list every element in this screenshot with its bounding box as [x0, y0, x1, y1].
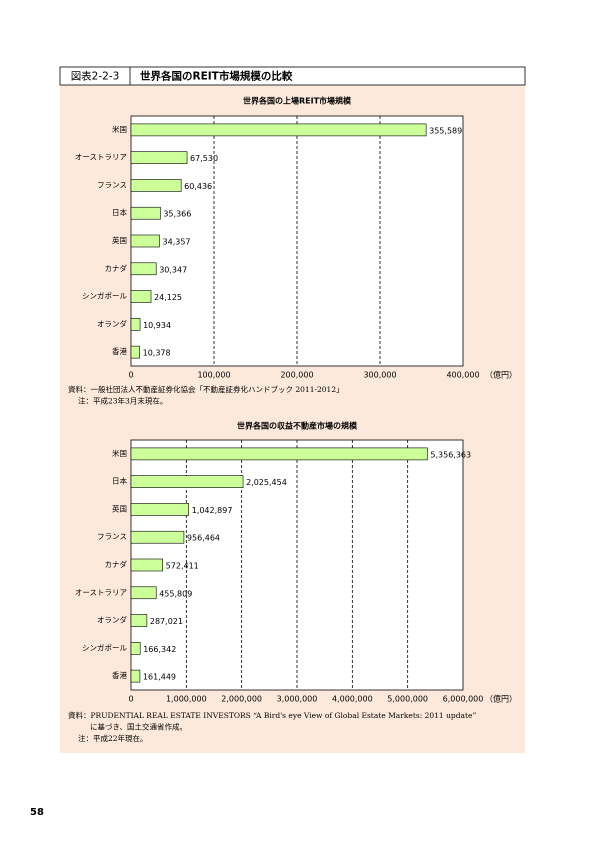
y-tick-label: 香港: [112, 670, 127, 680]
y-tick-label: シンガポール: [82, 642, 127, 652]
header-label: 図表2-2-3: [71, 70, 120, 83]
bar: [130, 530, 185, 544]
value-label: 24,125: [154, 293, 182, 302]
value-label: 355,589: [429, 126, 462, 135]
value-label: 1,042,897: [192, 506, 233, 515]
bar: [130, 503, 190, 516]
value-label: 60,436: [184, 182, 212, 191]
bar: [130, 318, 141, 331]
bar: [130, 290, 152, 303]
value-label: 166,342: [143, 645, 176, 654]
x-tick-label: 5,000,000: [387, 695, 428, 704]
x-tick-label: 1,000,000: [166, 695, 207, 704]
y-tick-label: 日本: [112, 476, 127, 486]
note: 資料：一般社団法人不動産証券化協会「不動産証券化ハンドブック 2011-2012…: [68, 384, 344, 394]
page-number: 58: [30, 807, 44, 818]
bar: [130, 614, 148, 627]
x-tick-label: 0: [128, 371, 133, 380]
y-tick-label: カナダ: [105, 263, 128, 273]
y-tick-label: 香港: [112, 346, 127, 356]
header-box: [59, 66, 526, 86]
value-label: 2,025,454: [246, 478, 287, 487]
value-label: 35,366: [163, 210, 191, 219]
header-title: 世界各国のREIT市場規模の比較: [140, 70, 293, 83]
note: 注：平成22年現在。: [78, 733, 148, 743]
bar: [130, 642, 141, 655]
y-tick-label: シンガポール: [82, 291, 127, 301]
y-tick-label: 日本: [112, 207, 127, 217]
chart-title: 世界各国の収益不動産市場の規模: [237, 421, 358, 431]
value-label: 10,934: [143, 321, 171, 330]
y-tick-label: オランダ: [97, 615, 127, 625]
x-tick-label: 200,000: [280, 371, 313, 380]
bar: [130, 234, 160, 248]
x-unit: （億円）: [485, 370, 517, 380]
x-tick-label: 400,000: [446, 371, 479, 380]
x-tick-label: 100,000: [197, 371, 230, 380]
bar: [130, 206, 161, 220]
y-tick-label: フランス: [97, 532, 127, 541]
bar: [130, 586, 157, 600]
value-label: 10,378: [143, 349, 171, 358]
value-label: 34,357: [163, 238, 191, 247]
bar: [130, 262, 157, 276]
x-unit: （億円）: [485, 694, 517, 704]
bar: [130, 179, 182, 192]
value-label: 67,530: [190, 154, 218, 163]
y-tick-label: オランダ: [97, 318, 127, 328]
y-tick-label: カナダ: [105, 559, 128, 569]
y-tick-label: 米国: [112, 448, 127, 458]
y-tick-label: 米国: [112, 124, 127, 134]
value-label: 5,356,363: [430, 450, 471, 459]
y-tick-label: 英国: [112, 235, 127, 245]
bar: [130, 447, 428, 461]
y-tick-label: オーストラリア: [75, 153, 127, 162]
x-tick-label: 300,000: [363, 371, 396, 380]
x-tick-label: 3,000,000: [277, 695, 318, 704]
y-tick-label: オーストラリア: [75, 588, 127, 597]
bar: [130, 345, 140, 359]
y-tick-label: 英国: [112, 503, 127, 513]
bar: [130, 151, 188, 164]
value-label: 287,021: [150, 617, 183, 626]
x-tick-label: 4,000,000: [332, 695, 373, 704]
value-label: 956,464: [187, 534, 220, 543]
note: 資料：PRUDENTIAL REAL ESTATE INVESTORS “A B…: [68, 710, 476, 720]
bar: [130, 123, 427, 137]
value-label: 572,411: [166, 562, 199, 571]
bar: [130, 669, 141, 683]
note: 注：平成23年3月末現在。: [78, 396, 167, 406]
x-tick-label: 6,000,000: [443, 695, 484, 704]
bar: [130, 475, 244, 488]
value-label: 30,347: [159, 265, 187, 274]
value-label: 161,449: [143, 673, 176, 682]
value-label: 455,809: [159, 589, 192, 598]
x-tick-label: 2,000,000: [221, 695, 262, 704]
x-tick-label: 0: [128, 695, 133, 704]
chart-title: 世界各国の上場REIT市場規模: [243, 96, 352, 106]
bar: [130, 558, 163, 572]
note: に基づき、国土交通省作成。: [90, 722, 187, 732]
y-tick-label: フランス: [97, 180, 127, 189]
